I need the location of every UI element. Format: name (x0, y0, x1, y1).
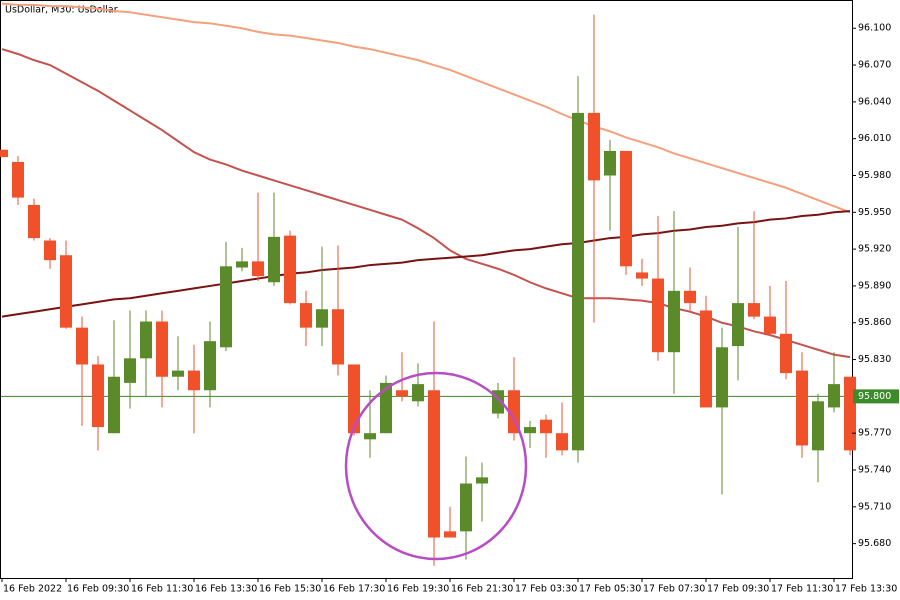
candle-body (156, 321, 168, 377)
y-tick-label: 95.920 (858, 244, 891, 255)
candle-body (412, 384, 424, 402)
candle-body (348, 364, 360, 434)
plot-frame (0, 0, 853, 579)
candle-body (300, 303, 312, 328)
candle-body (0, 149, 8, 158)
candle-body (796, 370, 808, 446)
y-tick-label: 95.860 (858, 317, 891, 328)
x-tick-label: 16 Feb 15:30 (259, 584, 321, 595)
moving-average-line (1, 2, 851, 214)
candle-body (44, 240, 56, 261)
candle-body (252, 261, 264, 277)
candle-body (684, 290, 696, 304)
candle-body (476, 477, 488, 484)
candle-body (652, 278, 664, 353)
candle-body (28, 204, 40, 239)
x-tick-label: 16 Feb 13:30 (195, 584, 257, 595)
y-tick-label: 95.980 (858, 170, 891, 181)
candle-body (396, 390, 408, 397)
candle-body (540, 419, 552, 434)
highlight-circle (344, 371, 528, 561)
x-tick-label: 16 Feb 2022 (3, 584, 62, 595)
current-price-label: 95.800 (858, 391, 891, 402)
candle-body (140, 321, 152, 359)
candle-body (204, 341, 216, 391)
y-tick-label: 96.040 (858, 96, 891, 107)
candle-body (268, 236, 280, 283)
candle-body (620, 150, 632, 267)
candle-body (716, 347, 728, 408)
moving-average-line (1, 210, 851, 318)
candle-body (60, 255, 72, 328)
candle-body (188, 370, 200, 391)
candle-body (332, 309, 344, 365)
x-tick-label: 16 Feb 21:30 (451, 584, 513, 595)
plot-area (0, 2, 856, 566)
chart-title: UsDollar, M30: UsDollar (5, 5, 118, 16)
candle-body (668, 290, 680, 353)
candle-body (764, 316, 776, 334)
y-tick-label: 95.710 (858, 501, 891, 512)
y-tick-label: 96.070 (858, 60, 891, 71)
candle-body (572, 112, 584, 451)
candle-body (428, 390, 440, 538)
candle-body (732, 303, 744, 347)
y-tick-label: 96.010 (858, 133, 891, 144)
candle-body (172, 370, 184, 377)
candle-body (780, 333, 792, 374)
y-tick-label: 95.830 (858, 354, 891, 365)
candle-body (364, 433, 376, 440)
y-tick-label: 95.890 (858, 280, 891, 291)
candle-body (12, 161, 24, 198)
candle-body (236, 261, 248, 268)
candle-body (108, 376, 120, 434)
candle-body (700, 310, 712, 408)
x-tick-label: 17 Feb 05:30 (579, 584, 641, 595)
candle-body (604, 150, 616, 176)
x-tick-label: 16 Feb 19:30 (387, 584, 449, 595)
candle-body (556, 433, 568, 451)
candle-body (812, 401, 824, 451)
candle-body (92, 364, 104, 428)
candle-body (380, 382, 392, 434)
y-tick-label: 95.950 (858, 207, 891, 218)
candle-body (76, 327, 88, 365)
candle-body (444, 531, 456, 538)
x-tick-label: 17 Feb 09:30 (707, 584, 769, 595)
candle-body (748, 303, 760, 317)
y-tick-label: 95.680 (858, 538, 891, 549)
candle-body (636, 272, 648, 279)
x-tick-label: 16 Feb 17:30 (323, 584, 385, 595)
candle-body (124, 358, 136, 383)
candle-body (844, 376, 856, 451)
x-tick-label: 17 Feb 03:30 (515, 584, 577, 595)
candle-body (508, 390, 520, 434)
candle-body (284, 235, 296, 304)
y-tick-label: 96.100 (858, 23, 891, 34)
x-tick-label: 16 Feb 11:30 (131, 584, 193, 595)
candle-body (220, 266, 232, 348)
y-tick-label: 95.770 (858, 428, 891, 439)
candle-body (524, 427, 536, 434)
x-tick-label: 17 Feb 13:30 (835, 584, 897, 595)
candle-body (316, 309, 328, 328)
current-price-tag (853, 389, 899, 404)
y-tick-label: 95.740 (858, 465, 891, 476)
x-tick-label: 16 Feb 09:30 (67, 584, 129, 595)
candle-body (588, 112, 600, 181)
candle-body (828, 384, 840, 408)
x-tick-label: 17 Feb 07:30 (643, 584, 705, 595)
x-tick-label: 17 Feb 11:30 (771, 584, 833, 595)
candle-body (460, 483, 472, 532)
